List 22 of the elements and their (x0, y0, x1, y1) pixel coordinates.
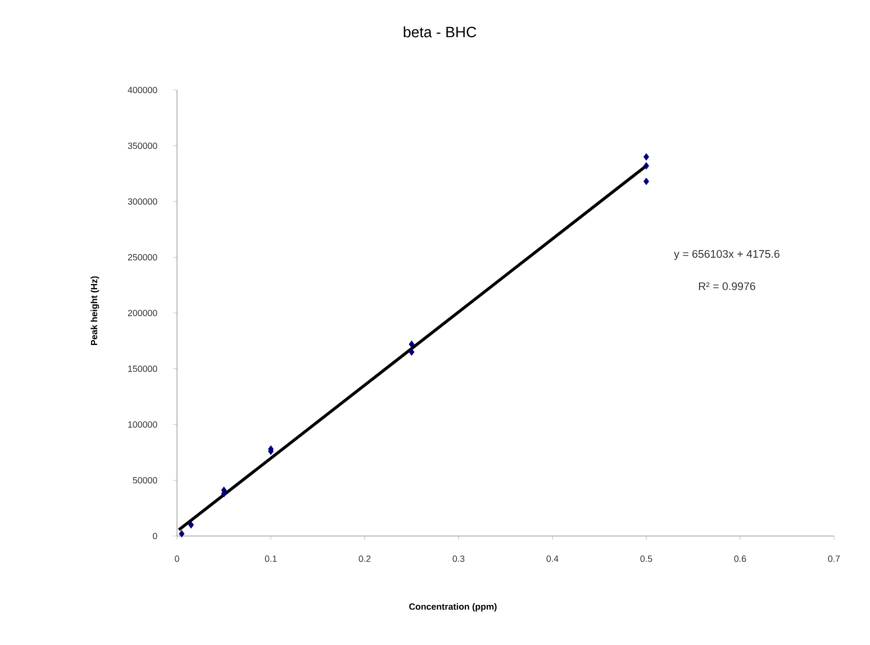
x-tick-label: 0.2 (358, 556, 370, 562)
y-tick-label: 0 (152, 532, 158, 540)
x-tick-label: 0.1 (264, 556, 277, 562)
y-tick-label: 400000 (128, 86, 158, 94)
x-axis-title: Concentration (ppm) (409, 603, 497, 612)
x-tick-label: 0.6 (734, 556, 746, 562)
annotation: y = 656103x + 4175.6 (674, 250, 780, 260)
chart-title: beta - BHC (404, 26, 476, 38)
y-tick-label: 100000 (128, 421, 158, 428)
x-tick-label: 0.5 (640, 556, 652, 562)
y-axis-title: Peak height (Hz) (90, 276, 100, 346)
y-tick-label: 50000 (132, 477, 158, 484)
y-tick-label: 300000 (128, 198, 158, 205)
y-tick-label: 150000 (128, 366, 158, 372)
x-tick-label: 0.4 (546, 556, 558, 562)
y-tick-label: 250000 (128, 254, 158, 260)
x-tick-label: 0.3 (452, 556, 464, 562)
annotation: R² = 0.9976 (699, 282, 756, 290)
y-tick-label: 350000 (128, 142, 158, 149)
y-tick-label: 200000 (128, 310, 158, 316)
x-tick-label: 0.7 (828, 556, 840, 562)
x-tick-label: 0 (174, 556, 180, 562)
